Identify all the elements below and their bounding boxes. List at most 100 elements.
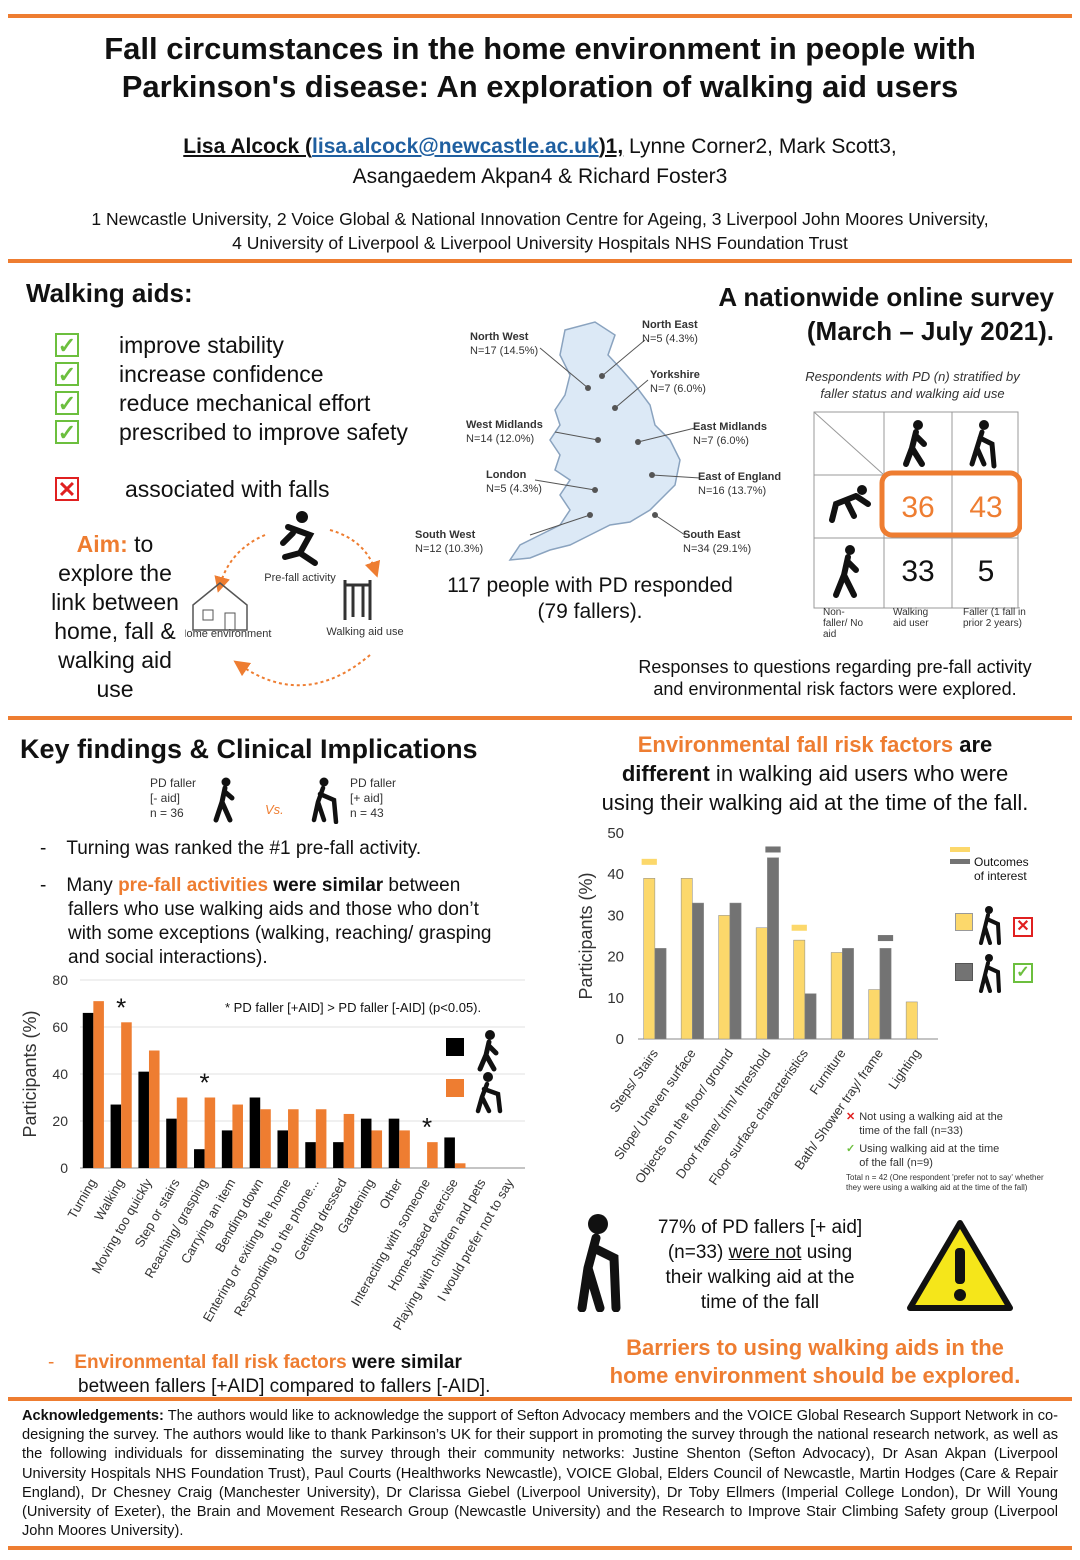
house-icon [192,582,248,631]
cycle-label-prefall: Pre-fall activity [264,572,336,584]
cycle-label-aid: Walking aid use [326,626,403,638]
author-email-link[interactable]: lisa.alcock@newcastle.ac.uk [312,135,599,158]
y-axis-label: Participants (%) [20,1010,40,1137]
region-count: N=7 (6.0%) [693,435,749,447]
bar [793,939,806,1040]
benefit-item: ✓ reduce mechanical effort [55,388,370,418]
region-name: West Midlands [466,419,543,431]
cross-icon: ✕ [846,1111,856,1123]
check-icon: ✓ [1013,963,1033,983]
y-tick-label: 0 [616,1031,624,1048]
bar [288,1109,299,1168]
region-name: South West [415,529,476,541]
stratification-table: 36 43 33 5 [813,411,1022,609]
england-map: North West N=17 (14.5%) North East N=5 (… [415,319,781,561]
legend-swatch-noaid [446,1038,464,1056]
check-icon: ✓ [55,391,79,415]
affiliations: 1 Newcastle University, 2 Voice Global &… [91,209,989,253]
bar [176,1097,188,1168]
bar [148,1050,160,1168]
walking-person-icon [477,1030,499,1072]
bar [654,948,667,1040]
x-tick-label: Lighting [885,1046,923,1092]
person-with-stick-icon [969,420,997,469]
bar [905,1001,918,1040]
walking-person-icon [213,777,235,823]
person-with-stick-icon [979,954,1001,993]
bar [842,948,854,1040]
authors: Lisa Alcock (lisa.alcock@newcastle.ac.uk… [183,135,897,188]
benefit-item: ✓ prescribed to improve safety [55,417,408,447]
significance-note: * PD faller [+AID] > PD faller [-AID] (p… [225,1000,481,1015]
region-name: East Midlands [693,421,767,433]
region-count: N=34 (29.1%) [683,543,751,555]
bar [260,1109,271,1168]
outcome-marker [641,858,657,865]
falling-person-icon [280,511,318,566]
stat-text: 77% of PD fallers [+ aid] (n=33) were no… [657,1217,863,1313]
region-count: N=17 (14.5%) [470,345,538,357]
bar [454,1163,466,1168]
bar [315,1109,327,1168]
bar [360,1118,372,1168]
region-count: N=5 (4.3%) [486,483,542,495]
y-tick-label: 40 [607,866,624,883]
person-with-stick-icon [475,1072,503,1114]
cross-icon: ✕ [1013,917,1033,937]
x-tick-label: Other [376,1175,406,1211]
benefit-item: ✓ increase confidence [55,359,324,389]
bar [755,927,768,1040]
bar [399,1130,410,1168]
bar [729,902,742,1040]
region-name: North West [470,331,529,343]
aim-text: Aim: to explore the link between home, f… [51,531,179,702]
bar [204,1097,216,1168]
person-with-stick-icon [577,1214,621,1312]
bar [680,878,693,1040]
legend-nonfaller: Non-faller/ No aid [823,607,864,640]
table-caption: Respondents with PD (n) stratified by fa… [805,369,1020,401]
table-legend: Non-faller/ No aid Walking aid user Fall… [803,607,1053,640]
cell-faller-noaid: 36 [901,491,934,524]
cycle-label-home: Home environment [185,628,271,640]
bar [93,1001,104,1168]
responded-text: 117 people with PD responded (79 fallers… [447,574,733,623]
outcome-marker [791,924,807,931]
responses-text: Responses to questions regarding pre-fal… [638,657,1032,699]
outcomes-legend: Outcomes of interest [950,843,1029,883]
region-name: London [486,469,527,481]
y-tick-label: 60 [52,1019,68,1035]
england-shape [508,321,681,561]
bar [166,1118,177,1168]
conclusion-text: Barriers to using walking aids in the ho… [609,1335,1021,1388]
bar [333,1142,344,1168]
y-tick-label: 80 [52,972,68,988]
region-labels: North West N=17 (14.5%) North East N=5 (… [415,319,781,555]
y-tick-label: 10 [607,990,624,1007]
section-rule-2 [8,716,1072,720]
region-count: N=7 (6.0%) [650,383,706,395]
acknowledgements: Acknowledgements: The authors would like… [22,1408,1058,1540]
y-axis-label: Participants (%) [576,872,596,999]
region-count: N=5 (4.3%) [642,333,698,345]
finding-bullet-2: - Many pre-fall activities were similar b… [40,875,492,968]
cell-nonfaller-aid: 5 [978,555,995,588]
bar [804,993,817,1040]
cell-nonfaller-noaid: 33 [901,555,934,588]
region-name: Yorkshire [650,369,700,381]
y-tick-label: 40 [52,1066,68,1082]
poster-title: Fall circumstances in the home environme… [104,31,976,104]
bar [427,1142,438,1168]
check-icon: ✓ [55,362,79,386]
region-count: N=12 (10.3%) [415,543,483,555]
section-rule-3 [8,1397,1072,1401]
bar [194,1149,205,1168]
bar [643,878,656,1040]
bar [138,1071,149,1168]
significance-marker: * [422,1112,432,1142]
significance-marker: * [200,1068,210,1098]
finding-bullet-3: - Environmental fall risk factors were si… [48,1352,491,1397]
bar [868,989,881,1040]
